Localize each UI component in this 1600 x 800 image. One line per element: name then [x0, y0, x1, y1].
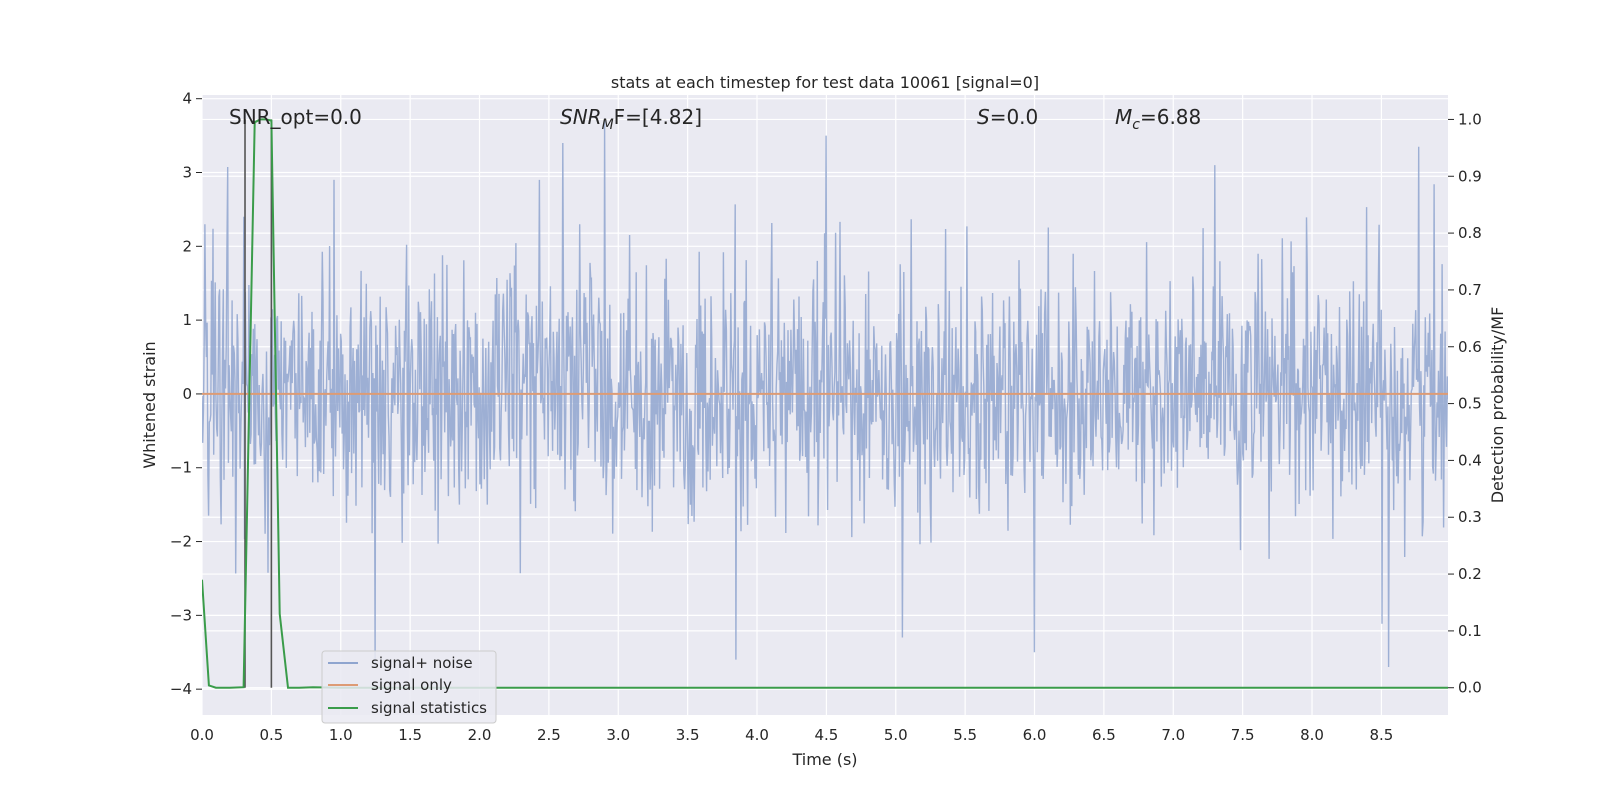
y-tick-label: −2 — [170, 533, 192, 551]
signal-noise-line — [202, 120, 1448, 668]
y-tick-label: −4 — [170, 680, 192, 698]
x-tick-label: 1.5 — [398, 726, 422, 744]
x-tick-label: 3.5 — [676, 726, 700, 744]
annotation-s: S=0.0 — [977, 105, 1038, 129]
signal-noise-series — [202, 120, 1448, 668]
y2-tick-label: 0.2 — [1458, 565, 1482, 583]
mc-sub: c — [1132, 117, 1140, 133]
x-tick-label: 2.5 — [537, 726, 561, 744]
legend: signal+ noise signal only signal statist… — [321, 650, 497, 724]
y-tick-label: 4 — [182, 90, 192, 108]
x-tick-label: 6.0 — [1023, 726, 1047, 744]
x-axis-label: Time (s) — [791, 750, 857, 769]
y-axis-label: Whitened strain — [140, 341, 159, 468]
signal-statistics-series — [202, 118, 1448, 689]
y2-tick-label: 0.1 — [1458, 622, 1482, 640]
y2-axis-label: Detection probability/MF — [1488, 307, 1507, 504]
y2-tick-label: 0.8 — [1458, 224, 1482, 242]
legend-label-signal-statistics: signal statistics — [371, 699, 487, 717]
y-tick-label: −3 — [170, 606, 192, 624]
snr-mf-suffix: F=[4.82] — [614, 105, 702, 129]
chart-title: stats at each timestep for test data 100… — [611, 73, 1039, 92]
y-tick-label: 2 — [182, 237, 192, 255]
x-tick-label: 8.5 — [1369, 726, 1393, 744]
y-tick-label: 0 — [182, 385, 192, 403]
s-prefix: S — [977, 105, 990, 129]
y2-axis-ticks: 1.0 0.9 0.8 0.7 0.6 0.5 0.4 0.3 0.2 0.1 0.0 — [1448, 110, 1482, 697]
y2-tick-label: 0.6 — [1458, 338, 1482, 356]
x-tick-label: 6.5 — [1092, 726, 1116, 744]
x-tick-label: 0.5 — [259, 726, 283, 744]
annotation-snr-mf: SNRMF=[4.82] — [560, 105, 702, 133]
y2-tick-label: 0.0 — [1458, 679, 1482, 697]
y2-tick-label: 0.3 — [1458, 508, 1482, 526]
x-axis-ticks: 0.0 0.5 1.0 1.5 2.0 2.5 3.0 3.5 4.0 4.5 5.0 5.5 6.0 6… — [190, 726, 1393, 744]
y-tick-label: 1 — [182, 311, 192, 329]
y2-tick-label: 1.0 — [1458, 110, 1482, 128]
x-tick-label: 5.5 — [953, 726, 977, 744]
y2-tick-label: 0.4 — [1458, 451, 1482, 469]
y2-tick-label: 0.5 — [1458, 395, 1482, 413]
legend-box — [321, 650, 497, 724]
s-suffix: =0.0 — [990, 105, 1039, 129]
y2-tick-label: 0.7 — [1458, 281, 1482, 299]
legend-label-signal-only: signal only — [371, 676, 452, 694]
mc-suffix: =6.88 — [1140, 105, 1201, 129]
snr-mf-prefix: SNR — [560, 105, 602, 129]
annotation-snr-opt: SNR_opt=0.0 — [229, 105, 362, 129]
x-tick-label: 0.0 — [190, 726, 214, 744]
x-tick-label: 4.5 — [814, 726, 838, 744]
x-tick-label: 2.0 — [468, 726, 492, 744]
y-tick-label: −1 — [170, 459, 192, 477]
x-tick-label: 7.0 — [1161, 726, 1185, 744]
x-tick-label: 4.0 — [745, 726, 769, 744]
x-tick-label: 8.0 — [1300, 726, 1324, 744]
x-tick-label: 7.5 — [1231, 726, 1255, 744]
y2-tick-label: 0.9 — [1458, 167, 1482, 185]
snr-mf-sub: M — [602, 117, 614, 133]
x-tick-label: 5.0 — [884, 726, 908, 744]
mc-prefix: M — [1115, 105, 1132, 129]
y-tick-label: 3 — [182, 164, 192, 182]
y-axis-ticks: 4 3 2 1 0 −1 −2 −3 −4 — [170, 90, 202, 698]
legend-label-signal-noise: signal+ noise — [371, 654, 473, 672]
annotation-mc: Mc=6.88 — [1115, 105, 1201, 133]
signal-statistics-line — [202, 118, 1448, 689]
x-tick-label: 1.0 — [329, 726, 353, 744]
x-tick-label: 3.0 — [606, 726, 630, 744]
